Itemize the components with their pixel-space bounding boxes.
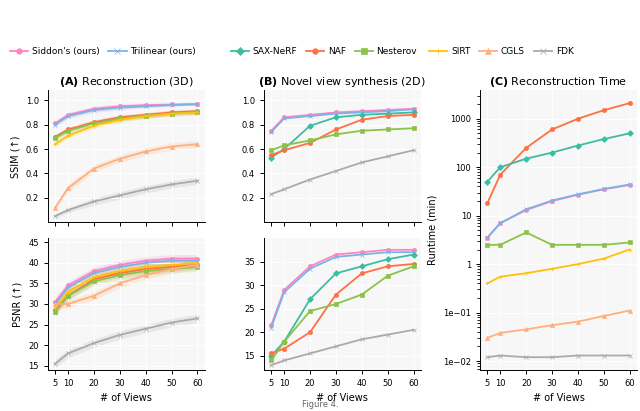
Legend: SIRT, CGLS, FDK: SIRT, CGLS, FDK (426, 43, 577, 59)
Title: $\bf{(C)}$ Reconstruction Time: $\bf{(C)}$ Reconstruction Time (490, 75, 628, 89)
X-axis label: # of Views: # of Views (532, 393, 584, 404)
X-axis label: # of Views: # of Views (316, 393, 369, 404)
Y-axis label: PSNR (↑): PSNR (↑) (13, 282, 23, 327)
Text: Figure 4.: Figure 4. (301, 400, 339, 409)
Legend: SAX-NeRF, NAF, Nesterov: SAX-NeRF, NAF, Nesterov (227, 43, 420, 59)
Y-axis label: Runtime (min): Runtime (min) (428, 195, 438, 266)
Legend: Siddon's (ours), Trilinear (ours): Siddon's (ours), Trilinear (ours) (6, 43, 200, 59)
Title: $\bf{(A)}$ Reconstruction (3D): $\bf{(A)}$ Reconstruction (3D) (59, 75, 193, 89)
Y-axis label: SSIM (↑): SSIM (↑) (10, 135, 20, 178)
X-axis label: # of Views: # of Views (100, 393, 152, 404)
Title: $\bf{(B)}$ Novel view synthesis (2D): $\bf{(B)}$ Novel view synthesis (2D) (259, 75, 426, 89)
